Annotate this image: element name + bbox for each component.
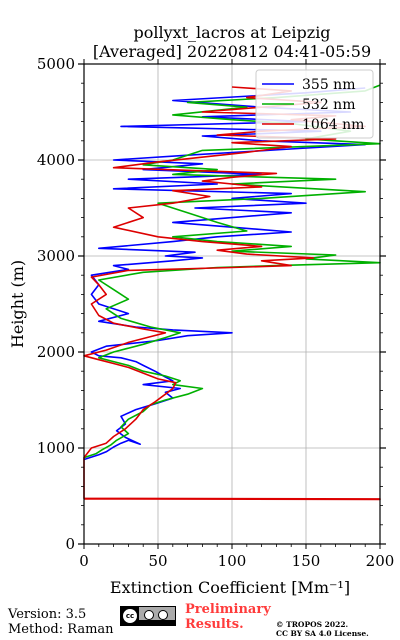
chart-subtitle: [Averaged] 20220812 04:41-05:59 xyxy=(92,42,372,61)
y-tick-label: 3000 xyxy=(37,247,75,265)
sa-icon xyxy=(158,610,168,620)
x-tick-label: 200 xyxy=(366,552,395,570)
cc-license-badge: cc xyxy=(120,606,176,626)
y-tick-label: 1000 xyxy=(37,439,75,457)
x-tick-label: 0 xyxy=(79,552,89,570)
legend-box xyxy=(255,69,374,139)
preliminary-line-2: Results. xyxy=(185,617,244,632)
series-line-355-nm xyxy=(83,87,366,461)
y-tick-label: 2000 xyxy=(37,343,75,361)
y-tick-label: 4000 xyxy=(37,151,75,169)
x-tick-label: 50 xyxy=(148,552,167,570)
y-tick-label: 0 xyxy=(65,535,75,553)
legend-label: 1064 nm xyxy=(302,117,364,133)
version-text: Version: 3.5 xyxy=(8,607,87,622)
y-tick-label: 5000 xyxy=(37,55,75,73)
preliminary-line-1: Preliminary xyxy=(185,602,271,617)
x-tick-label: 150 xyxy=(292,552,321,570)
license-line-1: © TROPOS 2022. xyxy=(276,620,349,629)
series-layer xyxy=(83,84,381,501)
method-text: Method: Raman xyxy=(8,622,114,637)
y-axis-label: Height (m) xyxy=(8,260,27,348)
license-note: © TROPOS 2022. CC BY SA 4.0 License. xyxy=(276,620,369,638)
legend-label: 532 nm xyxy=(302,97,355,113)
chart-title: pollyxt_lacros at Leipzig xyxy=(133,23,331,42)
grid xyxy=(84,64,380,544)
series-line-1064-nm xyxy=(83,86,381,501)
x-axis-label: Extinction Coefficient [Mm⁻¹] xyxy=(110,578,350,597)
by-icon xyxy=(144,610,154,620)
license-line-2: CC BY SA 4.0 License. xyxy=(276,629,369,638)
x-tick-label: 100 xyxy=(218,552,247,570)
legend-label: 355 nm xyxy=(302,77,355,93)
preliminary-note: Preliminary Results. xyxy=(185,602,271,632)
legend: 355 nm 532 nm 1064 nm xyxy=(255,69,374,139)
